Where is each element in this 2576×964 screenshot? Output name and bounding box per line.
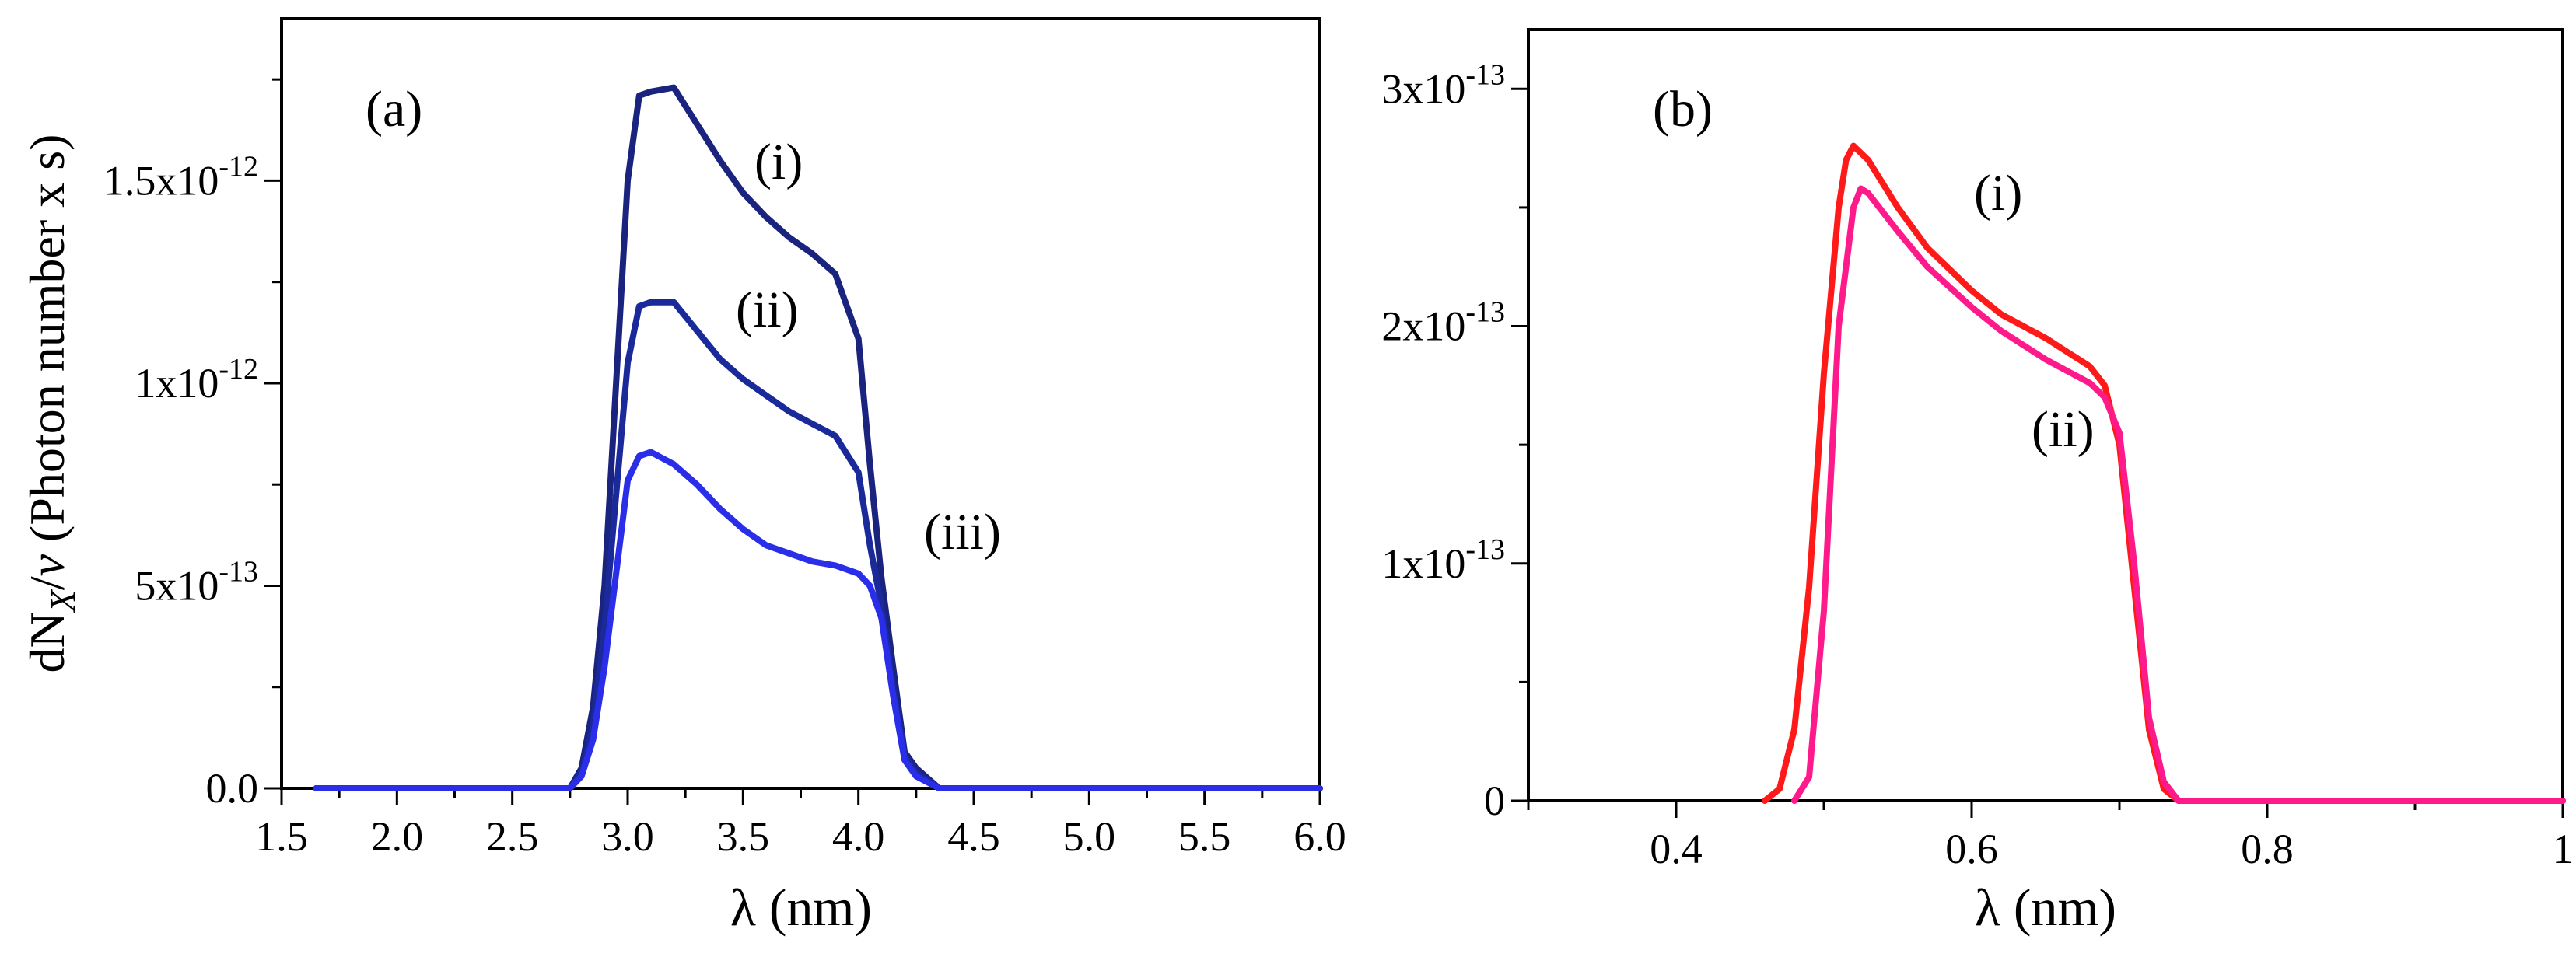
series-line-2	[313, 299, 1323, 791]
panel-a-series-label-ii: (ii)	[736, 281, 799, 338]
x-tick-label: 0.8	[2241, 826, 2294, 872]
y-tick-label: 2x10-13	[1381, 296, 1505, 350]
series-line-3	[313, 449, 1323, 791]
panel-b: 0.4 0.6 0.8 1 0 1x10-13 2x10-13 3x10-13 (b) (i…	[1381, 28, 2574, 937]
x-tick-label: 6.0	[1293, 813, 1346, 860]
x-tick-label: 2.5	[486, 813, 539, 860]
panel-b-series-label-i: (i)	[1974, 165, 2022, 222]
panel-b-y-ticks: 0 1x10-13 2x10-13 3x10-13	[1381, 58, 1528, 824]
panel-b-frame	[1527, 28, 2564, 802]
panel-b-series-label-ii: (ii)	[2032, 401, 2095, 458]
x-tick-label: 0.6	[1945, 826, 1998, 872]
panel-b-x-ticks: 0.4 0.6 0.8 1	[1527, 801, 2574, 872]
panel-a-y-ticks: 0.0 5x10-13 1x10-12 1.5x10-12	[103, 78, 282, 812]
y-tick-label: 1x10-12	[135, 353, 258, 407]
panel-a-series	[313, 84, 1323, 791]
panel-a-series-label-iii: (iii)	[924, 504, 1001, 561]
x-tick-label: 3.0	[601, 813, 654, 860]
x-tick-label: 5.5	[1178, 813, 1231, 860]
panel-a-x-ticks: 1.5 2.0 2.5 3.0 3.5 4.0 4.5 5.0 5.5 6.0	[255, 788, 1346, 860]
panel-a-y-axis-label: dNX/ν (Photon number x s)	[19, 134, 82, 673]
y-tick-label: 0	[1484, 777, 1505, 824]
x-tick-label: 4.5	[947, 813, 1000, 860]
x-tick-label: 0.4	[1650, 826, 1703, 872]
y-tick-label: 5x10-13	[135, 555, 258, 609]
x-tick-label: 1.5	[255, 813, 308, 860]
y-tick-label: 0.0	[206, 765, 259, 812]
series-line-1	[313, 84, 1323, 791]
panel-a: 1.5 2.0 2.5 3.0 3.5 4.0 4.5 5.0 5.5 6.0 0.0 5x10-1…	[19, 17, 1346, 937]
panel-b-label: (b)	[1653, 81, 1713, 138]
series-line-1	[1762, 142, 2566, 804]
panel-b-x-axis-label: λ (nm)	[1975, 878, 2116, 937]
x-tick-label: 1	[2553, 826, 2574, 872]
y-tick-label: 3x10-13	[1381, 58, 1505, 112]
panel-b-series	[1762, 142, 2566, 804]
y-tick-label: 1.5x10-12	[103, 150, 258, 204]
panel-a-x-axis-label: λ (nm)	[730, 878, 872, 937]
x-tick-label: 4.0	[832, 813, 885, 860]
x-tick-label: 5.0	[1063, 813, 1116, 860]
x-tick-label: 3.5	[717, 813, 770, 860]
panel-a-label: (a)	[366, 81, 422, 138]
series-line-2	[1791, 185, 2566, 804]
y-tick-label: 1x10-13	[1381, 533, 1505, 587]
x-tick-label: 2.0	[371, 813, 424, 860]
panel-a-series-label-i: (i)	[754, 134, 803, 190]
